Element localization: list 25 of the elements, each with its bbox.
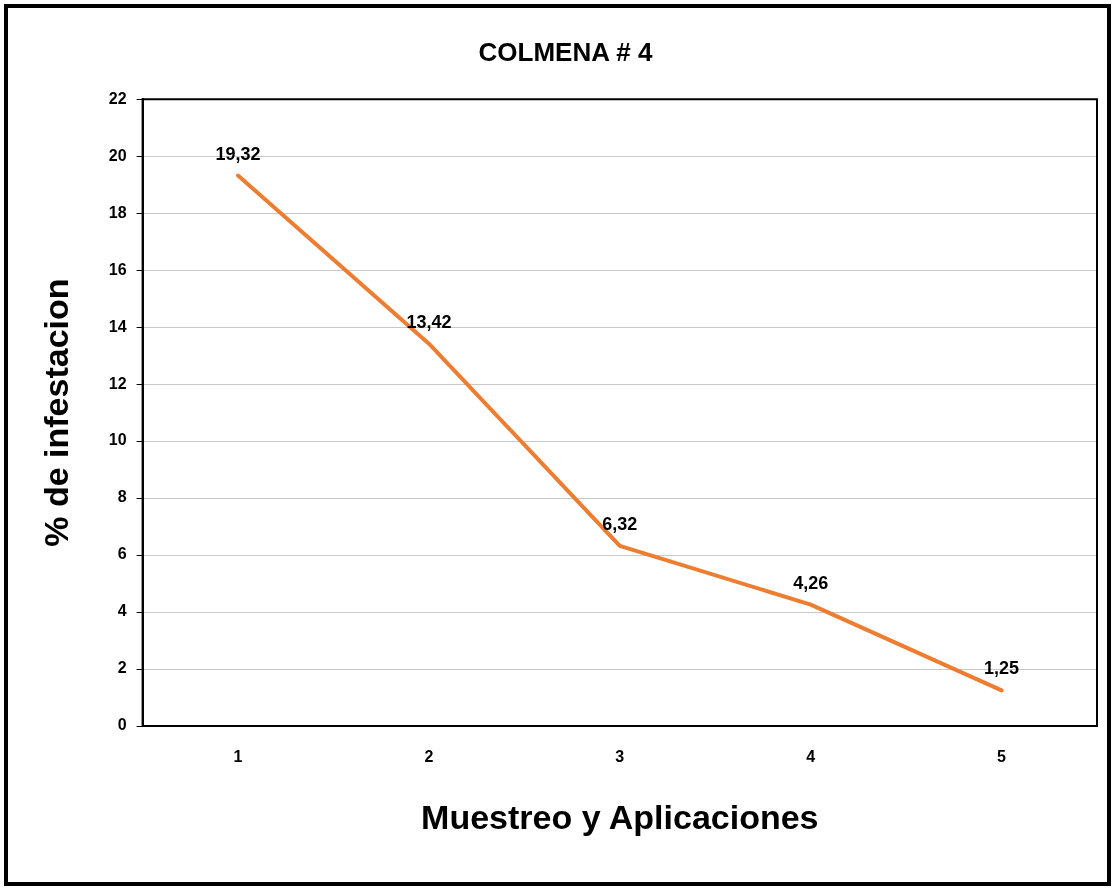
y-tick-label: 0: [117, 716, 127, 734]
x-tick-label: 4: [806, 748, 816, 766]
y-tick-label: 20: [108, 146, 127, 164]
x-tick-label: 3: [615, 748, 625, 766]
y-tick-label: 22: [108, 89, 127, 107]
y-tick-label: 2: [117, 659, 127, 677]
x-tick-label: 2: [424, 748, 434, 766]
x-tick-label: 5: [997, 748, 1007, 766]
data-label: 1,25: [984, 658, 1020, 679]
y-tick-label: 18: [108, 203, 127, 221]
y-tick-label: 6: [117, 545, 127, 563]
x-tick-label: 1: [233, 748, 243, 766]
y-tick-label: 14: [108, 317, 127, 335]
x-axis-title: Muestreo y Aplicaciones: [421, 797, 819, 836]
data-label: 4,26: [793, 572, 829, 593]
data-label: 19,32: [215, 143, 261, 164]
data-label: 6,32: [602, 513, 638, 534]
y-tick-label: 10: [108, 431, 127, 449]
chart-title: COLMENA # 4: [478, 36, 653, 67]
y-tick-label: 12: [108, 374, 127, 392]
y-tick-label: 4: [117, 602, 127, 620]
data-label: 13,42: [406, 311, 452, 332]
y-axis-title: % de infestacion: [36, 278, 75, 547]
y-tick-label: 8: [117, 488, 127, 506]
y-tick-label: 16: [108, 260, 127, 278]
